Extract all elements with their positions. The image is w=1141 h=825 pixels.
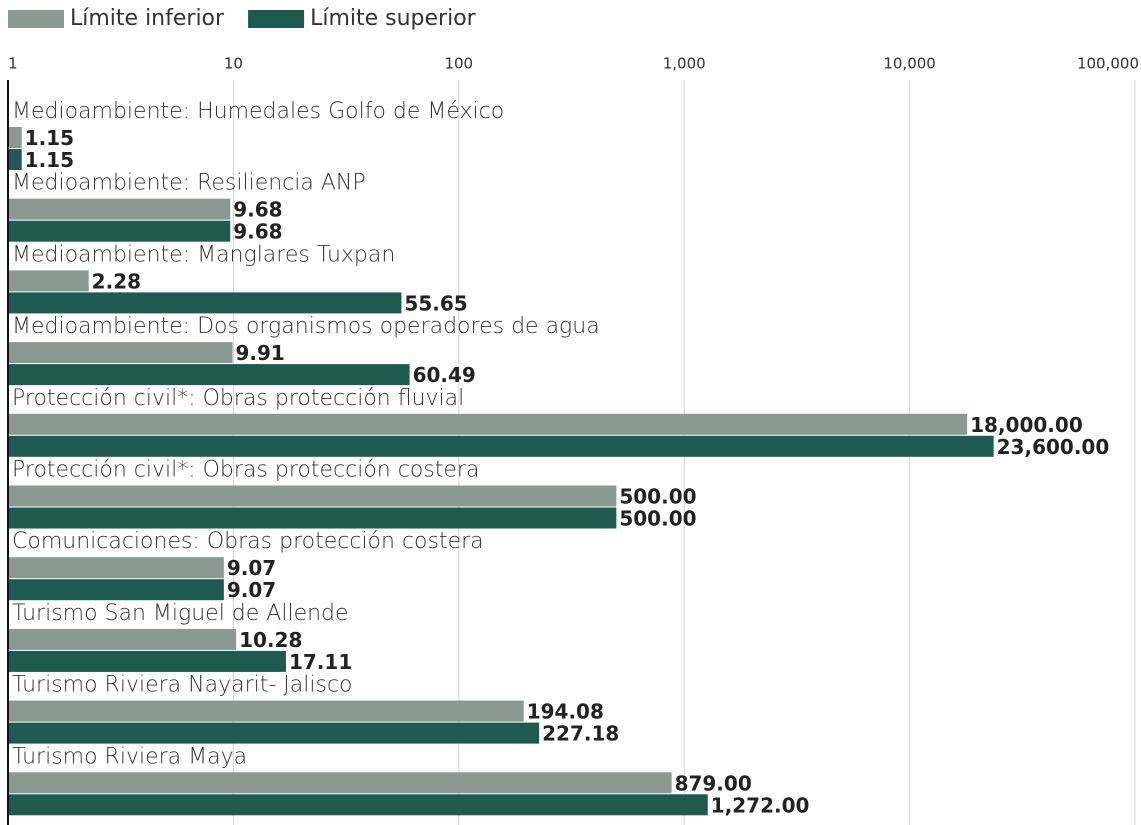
value-label: 60.49 [413,363,476,387]
value-label: 9.68 [233,220,282,244]
x-tick-label: 1,000 [663,55,706,73]
value-label: 18,000.00 [970,413,1083,437]
bar [8,292,402,314]
legend-label: Límite inferior [70,6,225,31]
x-tick-label: 1 [8,55,18,73]
category-label: Turismo San Miguel de Allende [12,601,349,626]
bar [8,270,89,292]
category-label: Protección civil*: Obras protección cost… [12,458,479,483]
value-label: 9.91 [236,341,285,365]
legend-swatch [8,10,64,28]
bar [8,149,22,170]
value-label: 500.00 [619,485,696,509]
category-label: Medioambiente: Manglares Tuxpan [12,242,395,267]
value-label: 1.15 [25,126,74,150]
x-tick-label: 10 [224,55,243,73]
value-label: 2.28 [92,269,141,293]
bar [8,772,672,794]
value-label: 227.18 [542,722,619,746]
category-label: Turismo Riviera Nayarit- Jalisco [12,673,353,698]
value-label: 194.08 [527,700,604,724]
bar [8,794,708,816]
bar [8,650,286,672]
value-label: 17.11 [289,650,352,674]
bar [8,413,968,435]
category-label: Comunicaciones: Obras protección costera [12,529,484,554]
bar [8,364,410,386]
bar [8,507,617,529]
value-label: 9.68 [233,198,282,222]
value-label: 55.65 [404,291,467,315]
value-label: 9.07 [227,578,276,602]
x-tick-label: 10,000 [883,55,936,73]
value-label: 9.07 [227,556,276,580]
bar [8,579,224,601]
value-label: 1,272.00 [711,793,810,817]
bar [8,342,233,364]
value-label: 23,600.00 [997,435,1110,459]
legend-label: Límite superior [310,6,477,31]
bar [8,485,617,507]
category-label: Protección civil*: Obras protección fluv… [12,386,464,411]
bar [8,198,231,220]
category-label: Medioambiente: Resiliencia ANP [12,171,366,196]
value-label: 500.00 [619,507,696,531]
category-label: Medioambiente: Humedales Golfo de México [12,99,504,124]
value-label: 10.28 [239,628,302,652]
category-label: Turismo Riviera Maya [12,744,247,769]
bar [8,127,22,148]
bar [8,700,524,722]
category-label: Medioambiente: Dos organismos operadores… [12,314,600,339]
bar [8,722,540,744]
bar [8,435,994,457]
bar [8,557,224,579]
bar [8,220,231,242]
value-label: 1.15 [25,148,74,172]
x-tick-label: 100 [444,55,473,73]
value-label: 879.00 [675,771,752,795]
x-tick-label: 100,000 [1077,55,1139,73]
legend-swatch [248,10,305,28]
bar [8,628,237,650]
